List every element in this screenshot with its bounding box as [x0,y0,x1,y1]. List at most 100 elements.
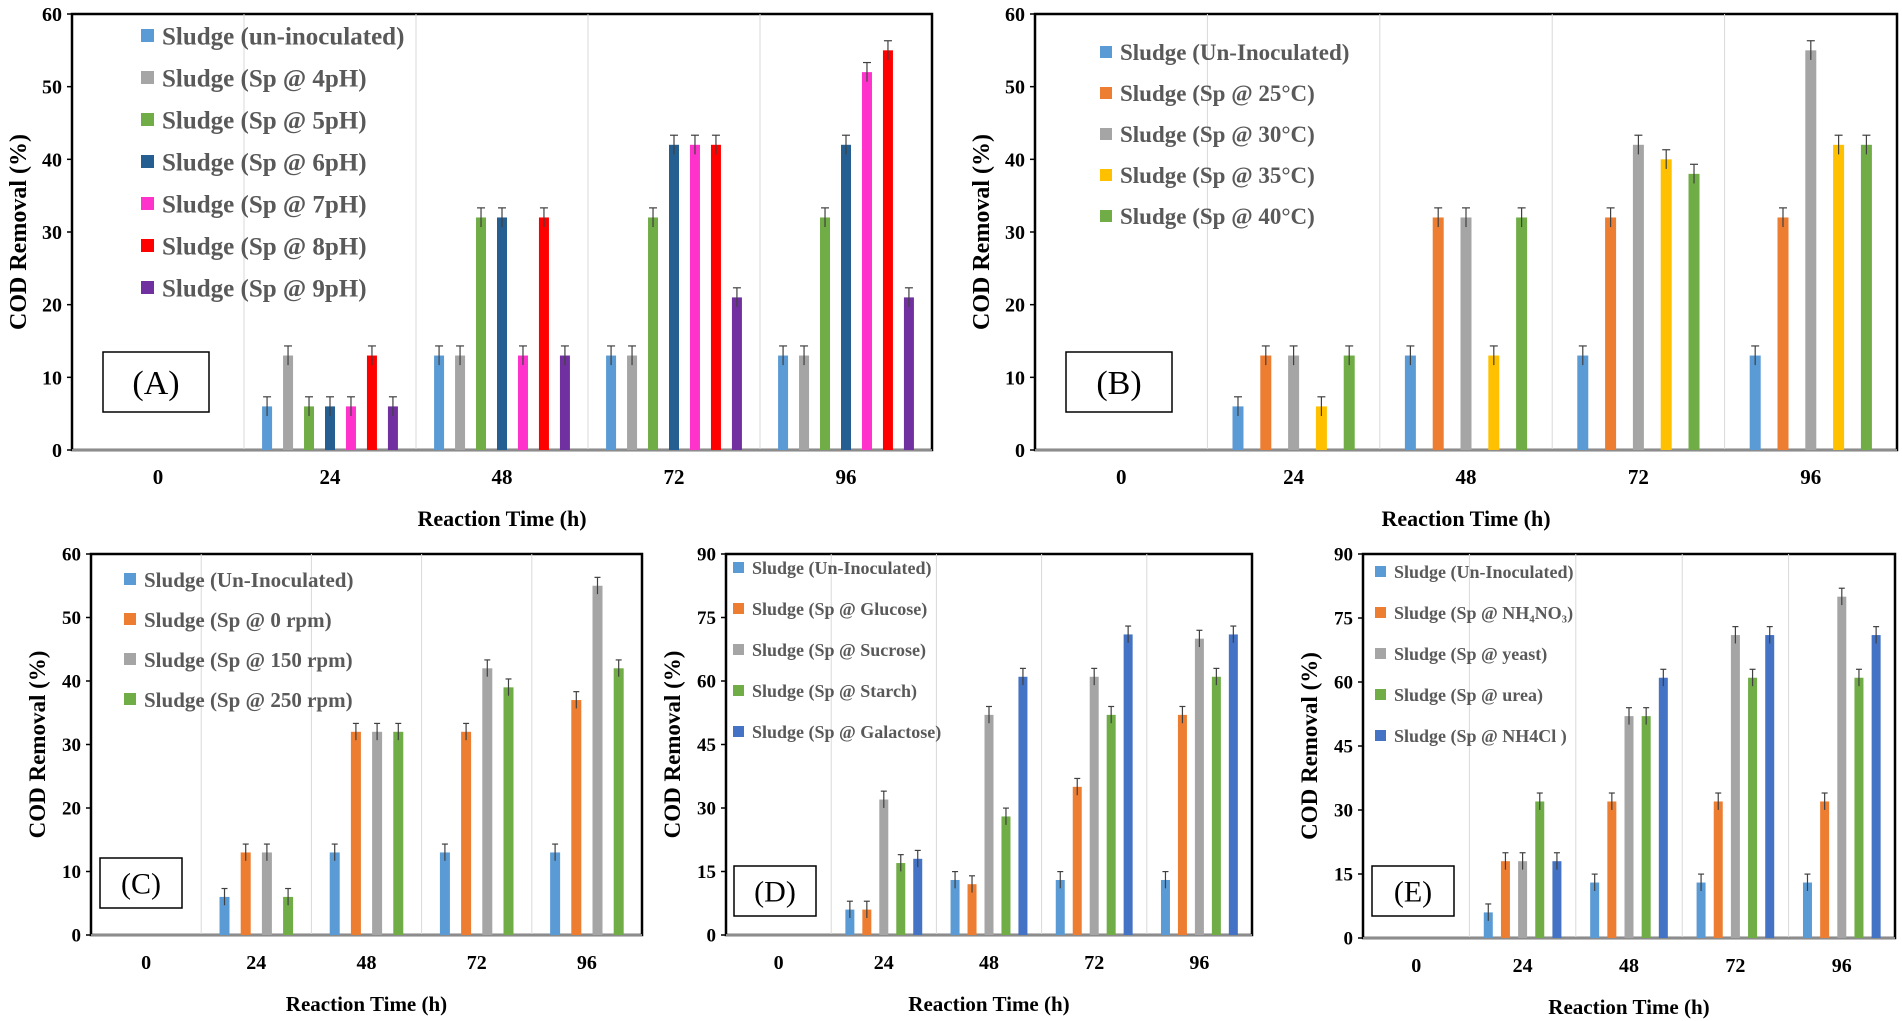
panel-label-box [1371,865,1455,917]
bar-sludge-sp-9ph-72 [731,297,742,450]
bar-sludge-sp-9ph-48 [559,355,570,450]
bar-sludge-sp-7ph-96 [861,72,872,450]
legend-swatch-sludge-sp-35-c [1100,169,1112,181]
bar-sludge-sp-urea-48 [1641,716,1651,938]
bar-sludge-sp-7ph-72 [689,144,700,451]
x-axis-title: Reaction Time (h) [417,506,586,531]
bar-sludge-sp-40-c-48 [1516,217,1528,450]
x-tick-label: 48 [1619,955,1639,977]
panel-label-box [1065,351,1173,413]
y-tick-label: 30 [1005,222,1025,244]
bar-sludge-sp-0-rpm-24 [240,852,251,935]
bar-sludge-un-inoculated-24 [219,896,230,935]
bar-sludge-sp-yeast-24 [1518,861,1528,938]
legend-label: Sludge (Sp @ 9pH) [162,276,367,303]
panel-label: (B) [1096,365,1141,402]
bar-sludge-sp-25-c-72 [1605,217,1617,450]
legend-label: Sludge (Sp @ NH₄NO₃) [1394,603,1573,624]
bar-sludge-un-inoculated-24 [845,909,855,935]
bar-sludge-sp-sucrose-48 [984,714,994,935]
bar-sludge-sp-glucose-24 [862,909,872,935]
legend-label: Sludge (Sp @ yeast) [1394,644,1547,665]
x-tick-label: 48 [1456,465,1477,489]
legend-swatch-sludge-sp-150-rpm [124,653,136,665]
legend-swatch-sludge-un-inoculated [1100,46,1112,58]
bar-sludge-sp-nh-no-24 [1500,861,1510,938]
y-tick-label: 0 [707,926,717,947]
x-tick-label: 48 [492,465,513,489]
legend-label: Sludge (Un-Inoculated) [1394,562,1574,583]
panel-label: (A) [132,365,179,402]
bar-sludge-sp-urea-24 [1535,801,1545,938]
legend-label: Sludge (Sp @ Galactose) [752,722,941,743]
bar-sludge-sp-glucose-48 [967,884,977,935]
legend-label: Sludge (Sp @ 250 rpm) [144,688,353,712]
y-tick-label: 30 [1334,801,1353,822]
bar-sludge-sp-25-c-48 [1432,217,1444,450]
bar-sludge-sp-6ph-96 [841,144,851,451]
chart-panel-c: 0 10 20 30 40 50 60 0 24 48 72 96 Reaction Time (h) C… [25,545,644,1016]
x-tick-label: 24 [874,952,894,974]
chart-panel-a: 0 10 20 30 40 50 60 0 24 48 72 96 Reaction Time (h) C… [6,4,934,531]
x-tick-label: 48 [357,952,377,974]
y-axis-title: COD Removal (%) [25,651,50,839]
bar-sludge-sp-nh-no-72 [1713,801,1723,938]
bar-sludge-sp-150-rpm-48 [372,731,383,935]
bar-sludge-sp-4ph-72 [627,355,638,450]
bar-sludge-sp-35-c-24 [1315,406,1327,450]
bar-sludge-sp-25-c-96 [1777,217,1789,450]
y-axis-title: COD Removal (%) [6,134,32,330]
x-tick-label: 0 [141,952,151,974]
y-tick-label: 45 [697,735,716,756]
x-tick-label: 96 [1800,465,1821,489]
legend-label: Sludge (Sp @ urea) [1394,685,1543,706]
y-tick-label: 20 [62,799,81,820]
bar-sludge-sp-4ph-48 [455,355,466,450]
bar-sludge-un-inoculated-96 [550,852,561,935]
y-axis-title: COD Removal (%) [1297,652,1322,840]
y-tick-label: 10 [42,367,62,389]
bar-sludge-sp-250-rpm-96 [613,668,624,935]
bar-sludge-sp-nh-no-48 [1607,801,1617,938]
bar-sludge-un-inoculated-24 [262,406,273,450]
x-tick-label: 96 [836,465,857,489]
bar-sludge-sp-35-c-96 [1833,144,1845,451]
bar-sludge-sp-30-c-72 [1632,144,1644,451]
bar-sludge-sp-8ph-96 [882,50,893,450]
bar-sludge-sp-5ph-96 [820,217,831,450]
bar-sludge-sp-8ph-24 [366,355,377,450]
bar-sludge-un-inoculated-48 [1590,882,1600,938]
x-axis-title: Reaction Time (h) [1381,506,1550,531]
x-tick-label: 96 [577,952,597,974]
y-tick-label: 60 [1005,4,1025,26]
legend-label: Sludge (Sp @ NH4Cl ) [1394,726,1567,747]
bar-sludge-un-inoculated-72 [1696,882,1706,938]
bar-sludge-sp-nh-no-96 [1820,801,1830,938]
legend-swatch-sludge-sp-5ph [141,113,154,126]
bar-sludge-sp-yeast-96 [1837,596,1847,938]
legend-swatch-sludge-sp-starch [733,685,744,696]
x-tick-label: 72 [664,465,685,489]
legend-swatch-sludge-sp-6ph [141,155,154,168]
y-tick-label: 50 [42,77,62,99]
panel-label: (C) [121,868,161,901]
x-tick-label: 72 [467,952,487,974]
bar-sludge-sp-8ph-72 [710,144,721,451]
legend-swatch-sludge-sp-nh4cl [1375,730,1386,741]
x-tick-label: 72 [1628,465,1649,489]
y-tick-label: 40 [1005,149,1025,171]
bar-sludge-sp-250-rpm-48 [393,731,404,935]
bar-sludge-sp-8ph-48 [538,217,549,450]
legend-label: Sludge (un-inoculated) [162,24,404,51]
bar-sludge-sp-glucose-72 [1072,786,1082,935]
y-tick-label: 10 [62,862,81,883]
x-tick-label: 24 [246,952,266,974]
bar-sludge-un-inoculated-72 [439,852,450,935]
legend-swatch-sludge-sp-glucose [733,603,744,614]
legend-swatch-sludge-sp-7ph [141,197,154,210]
bar-sludge-sp-30-c-24 [1288,355,1300,450]
bar-sludge-sp-9ph-24 [387,406,398,450]
y-axis-title: COD Removal (%) [969,134,995,330]
legend-swatch-sludge-sp-30-c [1100,128,1112,140]
